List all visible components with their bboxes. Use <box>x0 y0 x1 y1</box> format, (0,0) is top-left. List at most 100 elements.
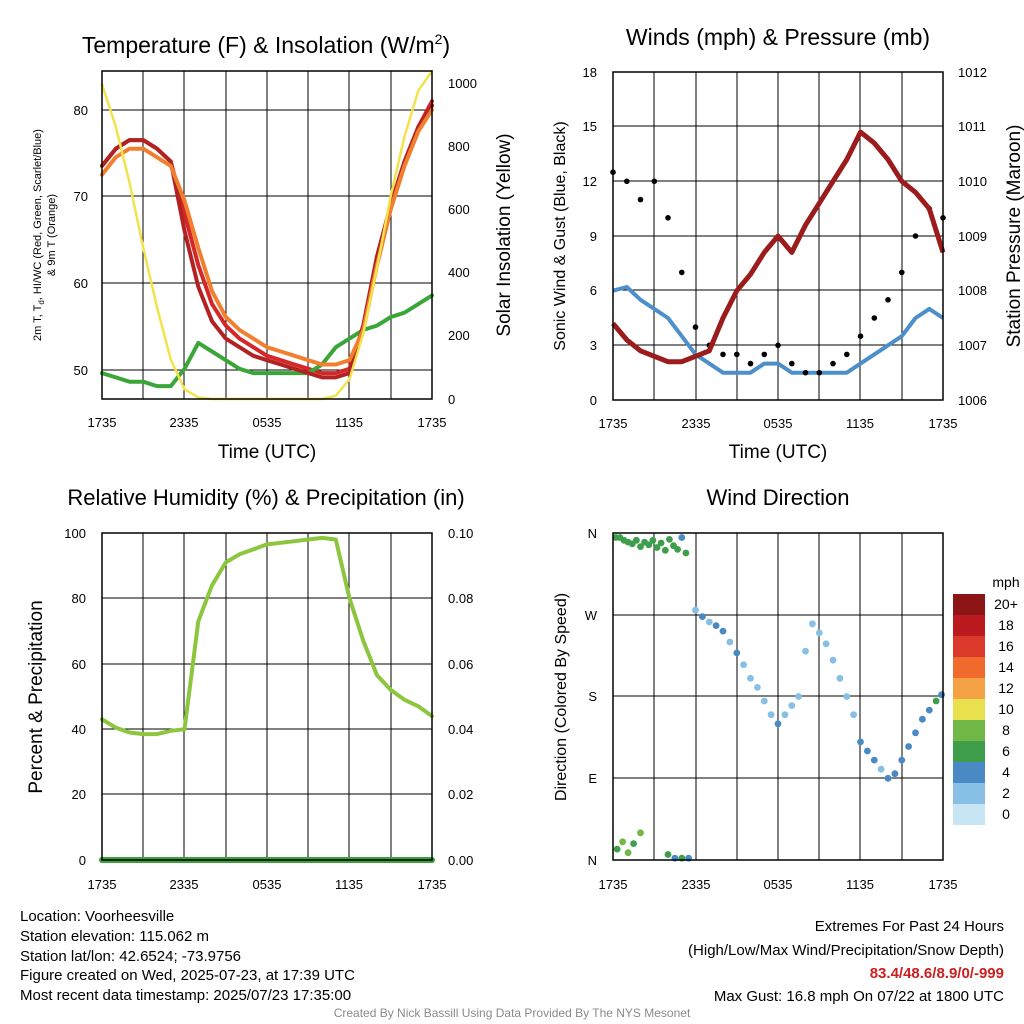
direction-point <box>774 720 782 728</box>
direction-point <box>661 546 669 554</box>
pressure-tick-1010: 1010 <box>958 174 987 189</box>
dir-tick-w: W <box>585 608 598 623</box>
gust-point <box>651 178 658 185</box>
humidity-ylabel-left: Percent & Precipitation <box>26 600 47 793</box>
direction-point <box>938 691 945 699</box>
precip-tick-3: 0.06 <box>448 657 473 672</box>
temperature-ylabel-left-line2: & 9m T (Orange) <box>46 194 58 276</box>
gust-point <box>692 324 699 330</box>
legend-swatch-0 <box>953 804 985 825</box>
direction-left-ticks: N E S W N <box>585 526 598 868</box>
temperature-xlabel: Time (UTC) <box>218 442 317 463</box>
dir-tick-n-top: N <box>588 526 597 541</box>
direction-point <box>919 715 926 723</box>
gust-point <box>624 178 630 185</box>
temperature-left-ticks: 50 60 70 80 <box>74 103 88 378</box>
direction-point <box>633 536 640 544</box>
winds-plot-frame <box>612 71 944 401</box>
insolation-tick-600: 600 <box>448 202 470 217</box>
legend-title: mph <box>992 574 1019 590</box>
rh-xtick-3: 1135 <box>335 877 363 892</box>
gust-point <box>747 360 754 367</box>
direction-ylabel-left: Direction (Colored By Speed) <box>553 593 570 801</box>
legend-swatch-16 <box>953 636 985 657</box>
temperature-panel: Temperature (F) & Insolation (W/m2) 50 6… <box>32 31 515 463</box>
wind-xtick-0: 1735 <box>599 416 628 431</box>
insolation-tick-1000: 1000 <box>448 76 477 91</box>
pressure-tick-1009: 1009 <box>958 229 987 244</box>
dir-xtick-2: 0535 <box>764 877 793 892</box>
gust-point <box>720 351 726 358</box>
direction-point <box>891 770 899 778</box>
legend-swatch-4 <box>953 762 985 783</box>
direction-point <box>630 840 637 847</box>
direction-point <box>613 845 621 853</box>
legend-label-6: 6 <box>1002 743 1010 759</box>
direction-point <box>932 697 940 705</box>
direction-point <box>645 541 653 549</box>
direction-point <box>674 546 681 553</box>
gust-point <box>665 215 671 221</box>
wind-xtick-4: 1735 <box>929 416 958 431</box>
temp-tick-60: 60 <box>74 276 88 291</box>
direction-x-ticks: 1735 2335 0535 1135 1735 <box>599 877 958 892</box>
humidity-title: Relative Humidity (%) & Precipitation (i… <box>67 485 464 510</box>
humidity-plot-frame <box>101 532 433 861</box>
temp-xtick-3: 1135 <box>335 415 363 430</box>
legend-label-20plus: 20+ <box>994 596 1018 612</box>
rh-xtick-2: 0535 <box>253 877 282 892</box>
legend-label-2: 2 <box>1002 785 1010 801</box>
wind-xtick-2: 0535 <box>764 416 793 431</box>
direction-point <box>870 756 878 764</box>
direction-point <box>664 851 672 858</box>
recent-data-text: Most recent data timestamp: 2025/07/23 1… <box>20 987 352 1004</box>
direction-point <box>809 620 816 628</box>
direction-point <box>726 638 734 646</box>
legend-swatch-8 <box>953 720 985 741</box>
direction-point <box>624 849 632 857</box>
gust-point <box>734 351 740 358</box>
temperature-series <box>100 69 434 401</box>
rh-xtick-1: 2335 <box>170 877 199 892</box>
direction-point <box>682 549 690 557</box>
wind-tick-15: 15 <box>583 119 597 134</box>
direction-point <box>760 697 768 705</box>
credit-text: Created By Nick Bassill Using Data Provi… <box>333 1006 691 1020</box>
direction-point <box>719 627 727 635</box>
legend-label-16: 16 <box>998 638 1014 654</box>
gust-point <box>830 360 836 367</box>
pressure-tick-1007: 1007 <box>958 338 987 353</box>
temperature-x-ticks: 1735 2335 0535 1135 1735 <box>88 415 447 430</box>
direction-point <box>884 774 892 782</box>
legend-label-4: 4 <box>1002 764 1010 780</box>
gust-point <box>679 269 685 276</box>
extremes-title: Extremes For Past 24 Hours <box>814 918 1004 935</box>
dir-tick-e: E <box>588 771 597 786</box>
direction-point <box>925 706 933 714</box>
elevation-text: Station elevation: 115.062 m <box>20 928 210 945</box>
direction-point <box>815 629 823 637</box>
sonic-wind-series-line <box>612 285 945 375</box>
rh-series-line <box>100 535 434 737</box>
precip-tick-4: 0.08 <box>448 591 473 606</box>
direction-point <box>836 674 844 682</box>
temp-xtick-2: 0535 <box>253 415 282 430</box>
direction-point <box>829 656 837 664</box>
rh-tick-20: 20 <box>72 787 86 802</box>
pressure-series-line <box>611 129 946 365</box>
direction-point <box>905 743 912 750</box>
direction-point <box>637 829 644 837</box>
temp-xtick-4: 1735 <box>418 415 447 430</box>
created-text: Figure created on Wed, 2025-07-23, at 17… <box>20 967 355 984</box>
direction-point <box>843 693 851 700</box>
temperature-plot-frame <box>101 70 433 400</box>
direction-point <box>912 729 919 737</box>
pressure-tick-1008: 1008 <box>958 283 987 298</box>
direction-point <box>657 539 665 547</box>
insolation-tick-800: 800 <box>448 139 470 154</box>
max-gust-text: Max Gust: 16.8 mph On 07/22 at 1800 UTC <box>713 988 1004 1005</box>
pressure-tick-1006: 1006 <box>958 393 987 408</box>
hi-wc-series-line <box>100 103 434 380</box>
direction-point <box>678 534 686 541</box>
